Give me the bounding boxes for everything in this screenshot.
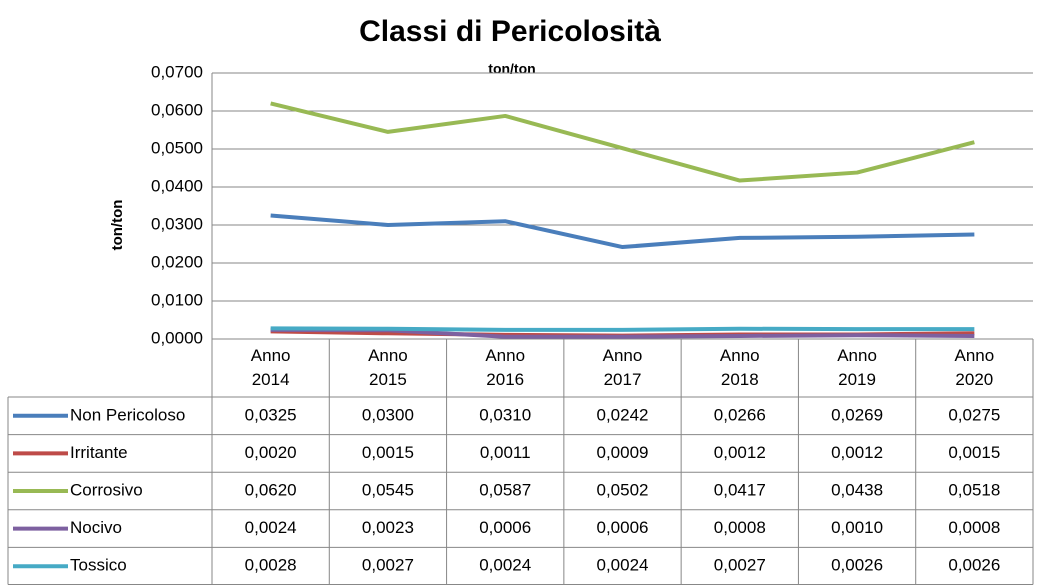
- table-cell: 0,0024: [479, 556, 531, 575]
- table-cell: 0,0502: [597, 480, 649, 499]
- table-cell: 0,0026: [831, 556, 883, 575]
- y-tick-label: 0,0400: [151, 176, 203, 195]
- x-tick-label: Anno 2019: [837, 346, 877, 389]
- table-cell: 0,0008: [948, 518, 1000, 537]
- table-cell: 0,0006: [597, 518, 649, 537]
- x-tick-label: Anno 2015: [368, 346, 408, 389]
- legend-label: Corrosivo: [70, 480, 143, 499]
- table-cell: 0,0024: [597, 556, 649, 575]
- x-tick-label: Anno 2020: [954, 346, 995, 389]
- table-cell: 0,0027: [362, 556, 414, 575]
- table-cell: 0,0008: [714, 518, 766, 537]
- table-cell: 0,0012: [714, 443, 766, 462]
- table-cell: 0,0620: [245, 480, 297, 499]
- y-tick-label: 0,0600: [151, 100, 203, 119]
- y-tick-label: 0,0000: [151, 328, 203, 347]
- table-cell: 0,0300: [362, 405, 414, 424]
- table-cell: 0,0028: [245, 556, 297, 575]
- x-tick-label: Anno 2017: [602, 346, 643, 389]
- data-line: [270, 101, 975, 183]
- x-tick-label: Anno 2014: [250, 346, 291, 389]
- table-cell: 0,0015: [948, 443, 1000, 462]
- table-cell: 0,0269: [831, 405, 883, 424]
- chart-title: Classi di Pericolosità: [359, 15, 661, 48]
- table-cell: 0,0012: [831, 443, 883, 462]
- legend-label: Irritante: [70, 443, 128, 462]
- table-cell: 0,0325: [245, 405, 297, 424]
- x-tick-label: Anno 2016: [485, 346, 526, 389]
- table-cell: 0,0242: [597, 405, 649, 424]
- table-cell: 0,0023: [362, 518, 414, 537]
- table-cell: 0,0310: [479, 405, 531, 424]
- y-tick-label: 0,0100: [151, 290, 203, 309]
- table-cell: 0,0417: [714, 480, 766, 499]
- table-cell: 0,0545: [362, 480, 414, 499]
- table-cell: 0,0438: [831, 480, 883, 499]
- table-cell: 0,0010: [831, 518, 883, 537]
- table-cell: 0,0026: [948, 556, 1000, 575]
- legend-label: Tossico: [70, 556, 127, 575]
- table-cell: 0,0587: [479, 480, 531, 499]
- y-tick-label: 0,0700: [151, 62, 203, 81]
- table-cell: 0,0275: [948, 405, 1000, 424]
- legend-label: Nocivo: [70, 518, 122, 537]
- chart-subtitle: ton/ton: [488, 61, 535, 77]
- table-cell: 0,0009: [597, 443, 649, 462]
- data-line: [270, 326, 975, 332]
- table-cell: 0,0024: [245, 518, 297, 537]
- table-cell: 0,0027: [714, 556, 766, 575]
- table-cell: 0,0266: [714, 405, 766, 424]
- y-tick-label: 0,0300: [151, 214, 203, 233]
- data-line: [270, 213, 975, 250]
- table-cell: 0,0015: [362, 443, 414, 462]
- table-cell: 0,0518: [948, 480, 1000, 499]
- y-tick-label: 0,0500: [151, 138, 203, 157]
- legend-label: Non Pericoloso: [70, 405, 185, 424]
- y-tick-label: 0,0200: [151, 252, 203, 271]
- y-axis-label: ton/ton: [109, 200, 126, 251]
- table-cell: 0,0006: [479, 518, 531, 537]
- table-cell: 0,0011: [480, 443, 531, 462]
- x-tick-label: Anno 2018: [719, 346, 760, 389]
- table-cell: 0,0020: [245, 443, 297, 462]
